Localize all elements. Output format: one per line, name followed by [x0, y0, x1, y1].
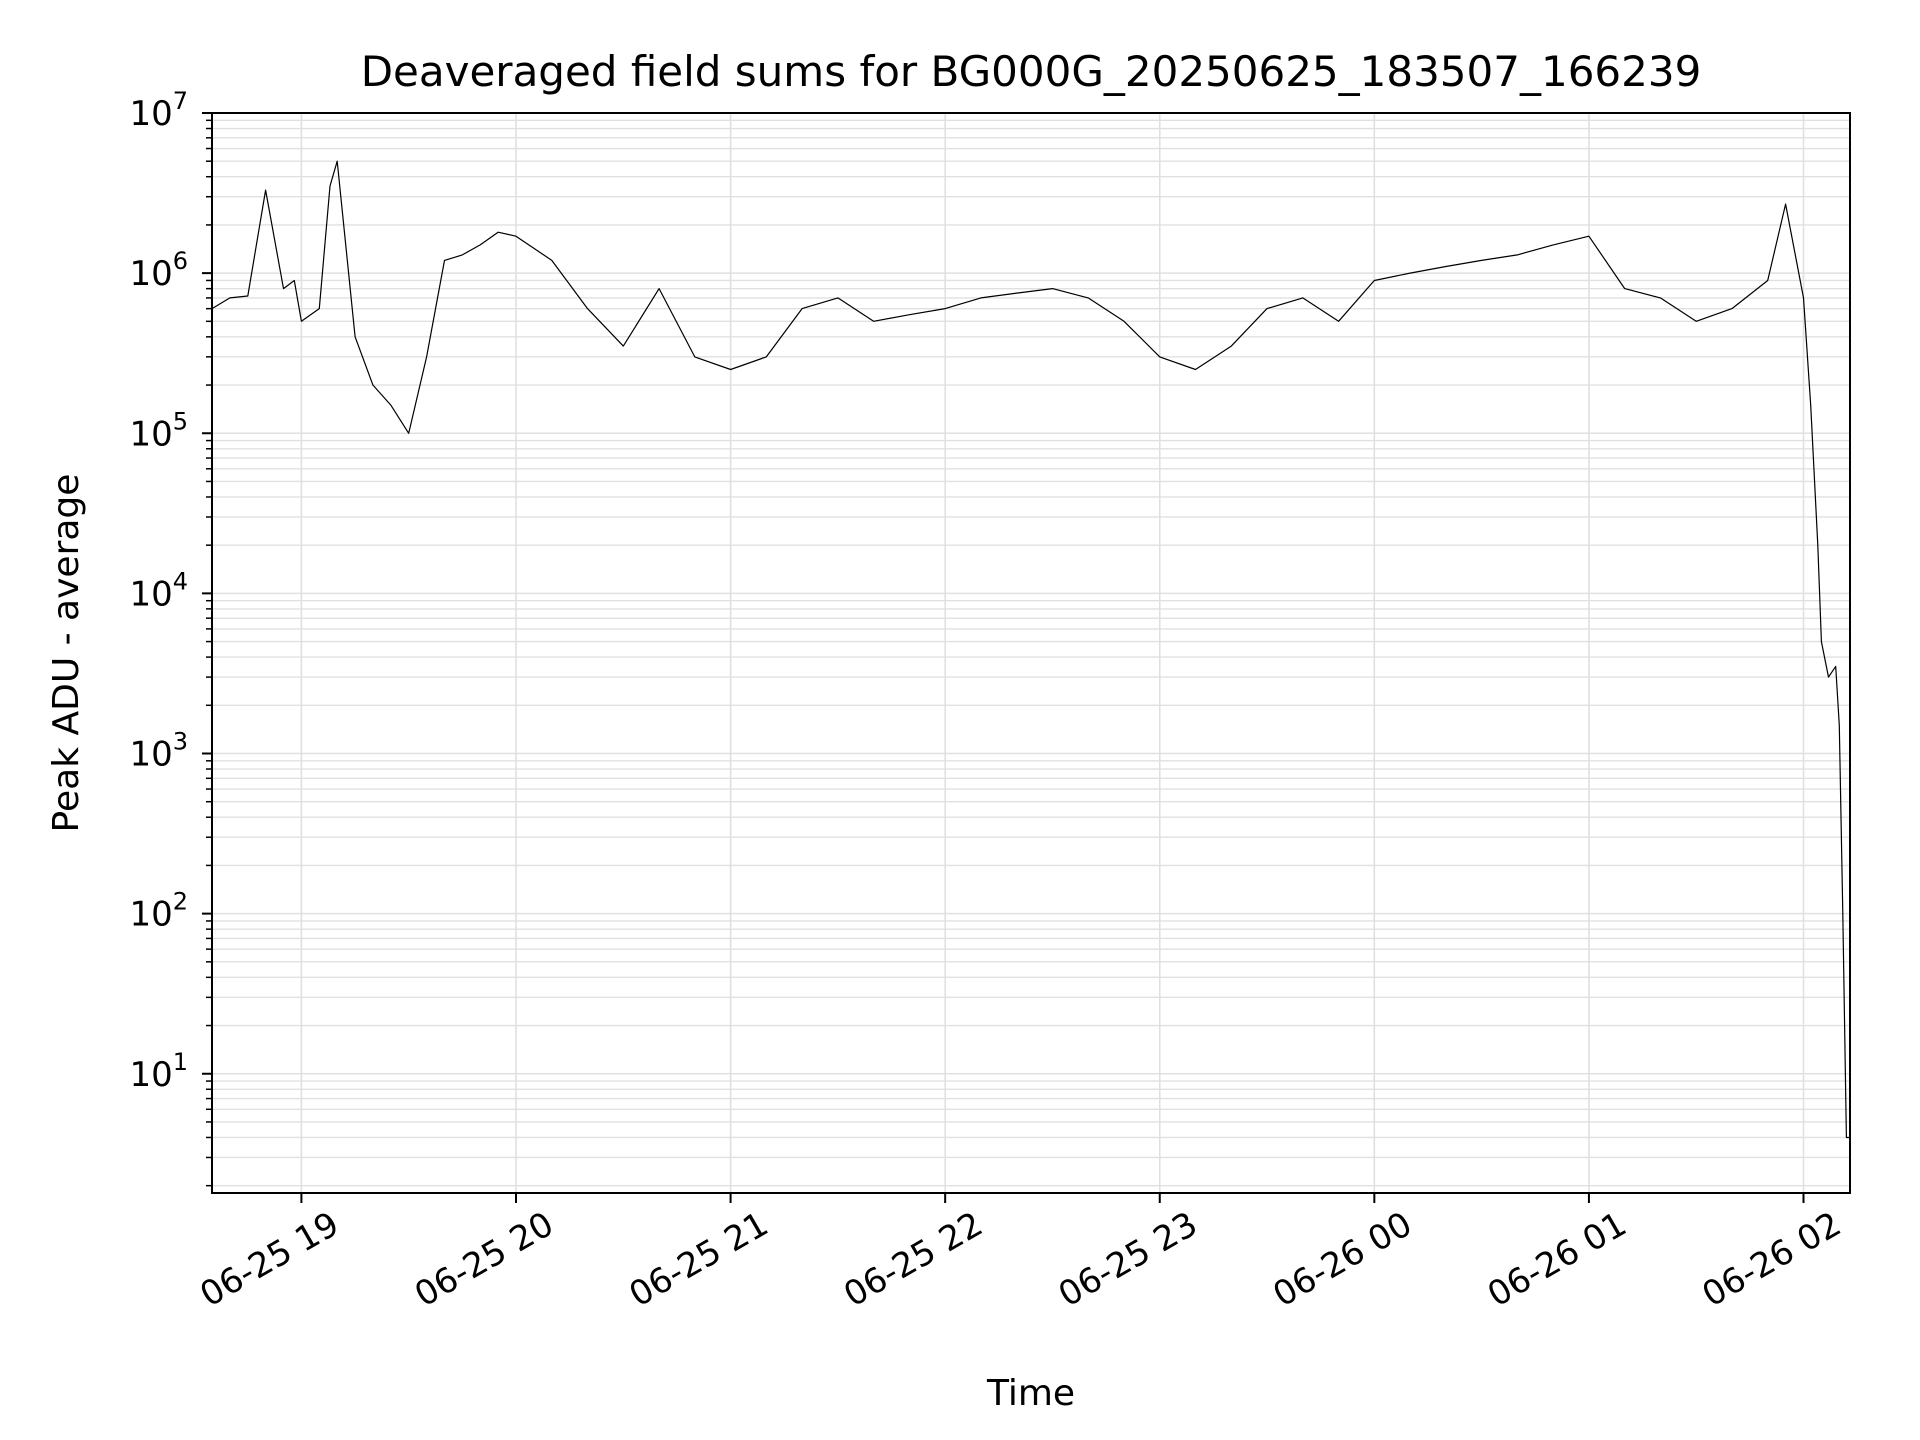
chart-title: Deaveraged field sums for BG000G_2025062…	[361, 47, 1702, 96]
x-tick-label: 06-26 00	[1266, 1204, 1418, 1315]
y-tick-label: 106	[129, 247, 188, 294]
y-axis: 101 102 103 104 105 106 107	[129, 87, 212, 1187]
y-axis-label: Peak ADU - average	[46, 474, 87, 833]
series-line	[211, 160, 1850, 1139]
y-tick-label: 105	[129, 407, 188, 454]
x-axis: 06-25 19 06-25 20 06-25 21 06-25 22 06-25 23…	[194, 1193, 1848, 1315]
x-tick-label: 06-26 02	[1696, 1204, 1848, 1315]
x-axis-label: Time	[986, 1373, 1075, 1414]
x-tick-label: 06-25 21	[623, 1204, 775, 1315]
x-tick-label: 06-25 23	[1052, 1204, 1204, 1315]
plot-area-frame	[211, 112, 1851, 1194]
x-tick-label: 06-25 19	[194, 1204, 346, 1315]
grid	[212, 113, 1850, 1193]
x-tick-label: 06-25 22	[837, 1204, 989, 1315]
y-tick-label: 101	[129, 1048, 188, 1095]
x-tick-label: 06-26 01	[1481, 1204, 1633, 1315]
y-tick-label: 104	[129, 567, 188, 614]
y-tick-label: 103	[129, 728, 188, 775]
y-tick-label: 107	[129, 87, 188, 134]
x-tick-label: 06-25 20	[408, 1204, 560, 1315]
y-tick-label: 102	[129, 888, 188, 935]
